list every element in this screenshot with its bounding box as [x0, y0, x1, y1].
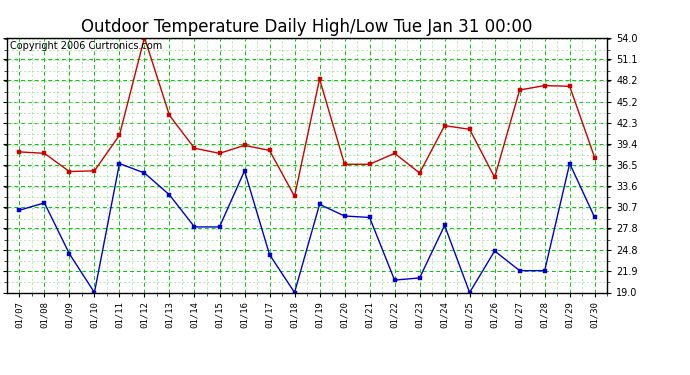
Title: Outdoor Temperature Daily High/Low Tue Jan 31 00:00: Outdoor Temperature Daily High/Low Tue J… [81, 18, 533, 36]
Text: Copyright 2006 Curtronics.com: Copyright 2006 Curtronics.com [10, 41, 162, 51]
